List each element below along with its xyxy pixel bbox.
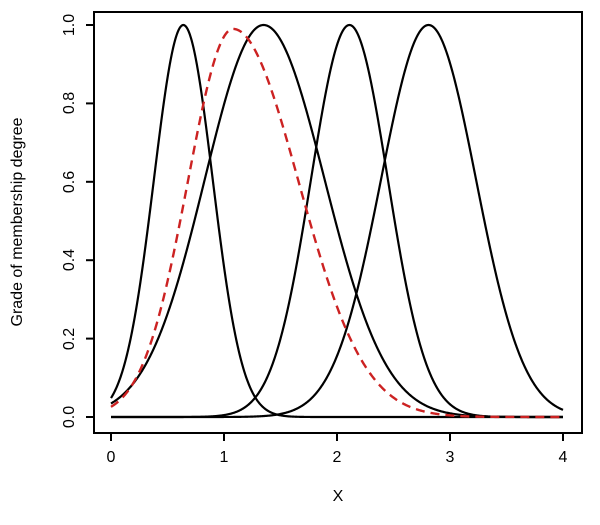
y-tick-label: 0.8 <box>61 92 78 115</box>
y-tick-label: 0.0 <box>61 405 78 429</box>
membership-curve-mf4 <box>110 23 564 419</box>
membership-curves <box>110 23 564 419</box>
axis-ticks <box>86 24 564 441</box>
x-tick-label: 4 <box>558 449 568 466</box>
y-tick-label: 0.4 <box>61 249 78 272</box>
x-tick-label: 0 <box>106 449 116 466</box>
x-axis-title: X <box>332 488 344 505</box>
y-tick-label: 1.0 <box>61 13 78 37</box>
membership-curve-approx_mf_red_dashed <box>110 27 564 419</box>
y-tick-label: 0.2 <box>61 327 78 350</box>
x-tick-label: 2 <box>332 449 342 466</box>
x-tick-label: 1 <box>219 449 229 466</box>
y-axis-title: Grade of membership degree <box>9 117 26 327</box>
x-tick-label: 3 <box>445 449 455 466</box>
y-tick-label: 0.6 <box>61 170 78 193</box>
